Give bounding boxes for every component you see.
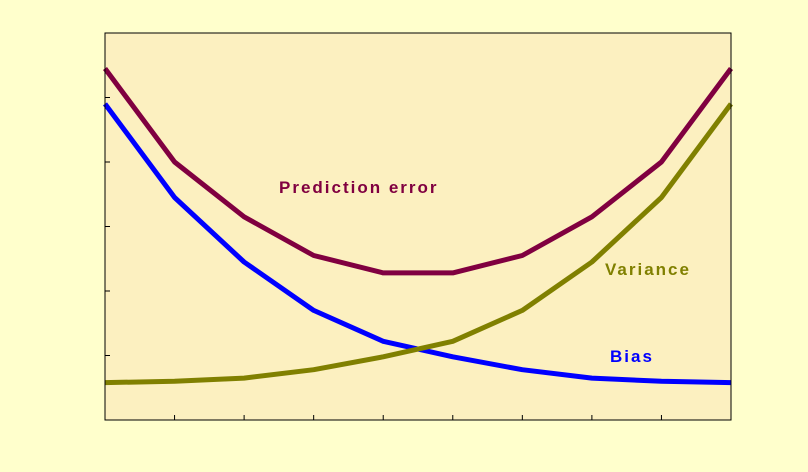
series-label-bias: Bias <box>610 347 654 366</box>
series-label-prediction-error: Prediction error <box>279 178 439 197</box>
series-label-variance: Variance <box>605 260 691 279</box>
series-line-prediction-error <box>102 67 734 276</box>
series-line-variance <box>104 102 734 386</box>
series-lines <box>102 67 734 386</box>
axis-ticks <box>105 97 662 420</box>
plot-frame <box>104 32 732 421</box>
